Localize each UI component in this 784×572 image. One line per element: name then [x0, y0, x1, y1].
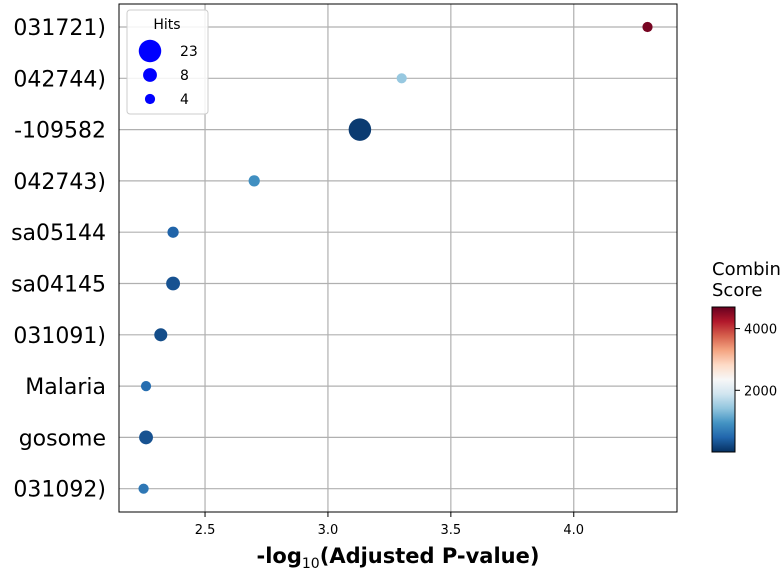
colorbar-tick-label: 4000	[744, 323, 777, 338]
x-tick-label: 2.5	[195, 523, 216, 538]
data-point	[138, 483, 149, 494]
data-point	[166, 276, 181, 291]
data-point	[348, 118, 372, 141]
data-point	[154, 328, 168, 342]
colorbar-title-line2: Score	[712, 280, 762, 301]
y-tick-label: 042743)	[13, 170, 106, 195]
y-tick-label: Malaria	[25, 375, 106, 400]
y-tick-label: 031091)	[13, 324, 106, 349]
data-points	[138, 21, 653, 494]
x-axis-ticks: 2.5 3.0 3.5 4.0	[195, 512, 584, 538]
size-legend-marker	[144, 93, 156, 105]
data-point	[167, 226, 179, 238]
colorbar-title-line1: Combin	[712, 259, 781, 280]
data-point	[642, 21, 653, 33]
x-axis-label-main: -log	[257, 544, 302, 568]
data-point	[248, 175, 260, 187]
y-tick-label: sa04145	[11, 273, 106, 298]
size-legend-marker	[138, 39, 162, 63]
x-axis-label-rest: (Adjusted P-value)	[320, 544, 540, 568]
size-legend-title: Hits	[153, 17, 180, 33]
x-tick-label: 4.0	[563, 523, 584, 538]
y-tick-label: 031721)	[13, 16, 106, 41]
size-legend-label: 8	[180, 68, 189, 84]
data-point	[139, 430, 153, 445]
colorbar-tick-label: 2000	[744, 384, 777, 399]
y-axis-labels: 031721) 042744) -109582 042743) sa05144 sa041…	[11, 16, 106, 503]
size-legend-label: 4	[180, 92, 189, 108]
y-tick-label: -109582	[14, 119, 106, 144]
data-point	[396, 73, 407, 84]
size-legend-box	[126, 9, 209, 115]
plot-frame	[118, 3, 678, 513]
x-tick-label: 3.5	[441, 523, 462, 538]
colorbar: Combin Score 2000 4000	[711, 259, 781, 453]
size-legend-marker	[143, 68, 157, 82]
x-tick-label: 3.0	[318, 523, 339, 538]
y-tick-label: sa05144	[11, 221, 106, 246]
data-point	[140, 381, 152, 392]
y-tick-label: gosome	[19, 426, 106, 451]
y-tick-label: 042744)	[13, 67, 106, 92]
x-axis-label: -log10(Adjusted P-value)	[257, 544, 540, 572]
colorbar-gradient	[711, 306, 736, 453]
x-axis-label-subscript: 10	[302, 556, 320, 572]
size-legend-label: 23	[180, 44, 198, 60]
size-legend: Hits 23 8 4	[126, 9, 209, 115]
y-tick-label: 031092)	[13, 478, 106, 503]
